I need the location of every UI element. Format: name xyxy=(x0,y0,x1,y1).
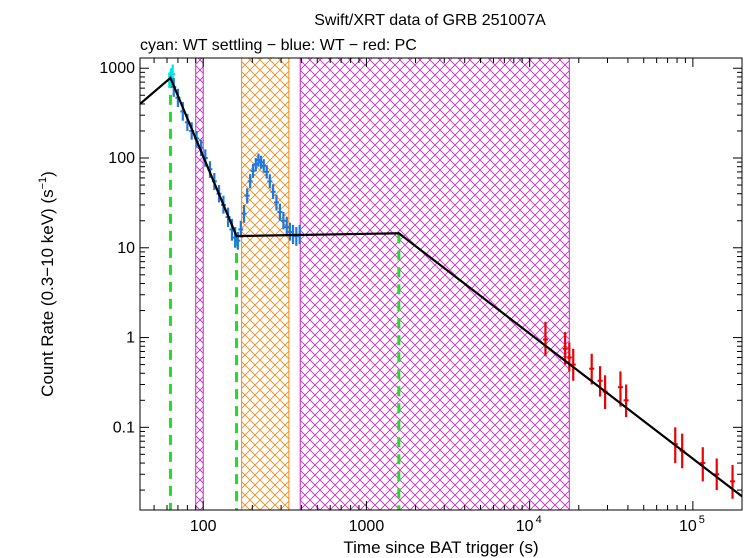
shaded-interval-1 xyxy=(195,58,204,510)
y-tick-label: 1 xyxy=(126,330,135,347)
y-axis-label-main: Count Rate (0.3−10 keV) (s xyxy=(38,189,57,396)
y-axis-label-close: ) xyxy=(38,171,57,177)
y-axis-label-superscript: −1 xyxy=(37,177,49,190)
chart-title: Swift/XRT data of GRB 251007A xyxy=(314,12,546,29)
x-axis-label: Time since BAT trigger (s) xyxy=(343,538,538,557)
y-tick-label: 100 xyxy=(108,150,135,167)
shaded-interval-3 xyxy=(299,58,570,510)
y-tick-label: 1000 xyxy=(99,60,135,77)
chart-subtitle: cyan: WT settling − blue: WT − red: PC xyxy=(140,37,417,54)
shaded-interval-2 xyxy=(241,58,290,510)
x-tick-label: 10 xyxy=(679,518,697,535)
x-tick-label-exponent: 4 xyxy=(536,514,542,526)
x-tick-label: 1000 xyxy=(349,518,385,535)
break-time-lines xyxy=(168,77,401,510)
x-tick-label-exponent: 5 xyxy=(699,514,705,526)
y-tick-label: 0.1 xyxy=(113,419,135,436)
y-axis-label: Count Rate (0.3−10 keV) (s−1) xyxy=(37,171,57,397)
x-tick-label: 100 xyxy=(190,518,217,535)
x-tick-label: 10 xyxy=(516,518,534,535)
series-pc xyxy=(542,321,736,499)
shaded-intervals xyxy=(195,58,570,510)
fit-model xyxy=(140,76,742,498)
y-tick-label: 10 xyxy=(117,240,135,257)
axis-ticks xyxy=(140,58,743,510)
fit-line xyxy=(140,76,742,498)
